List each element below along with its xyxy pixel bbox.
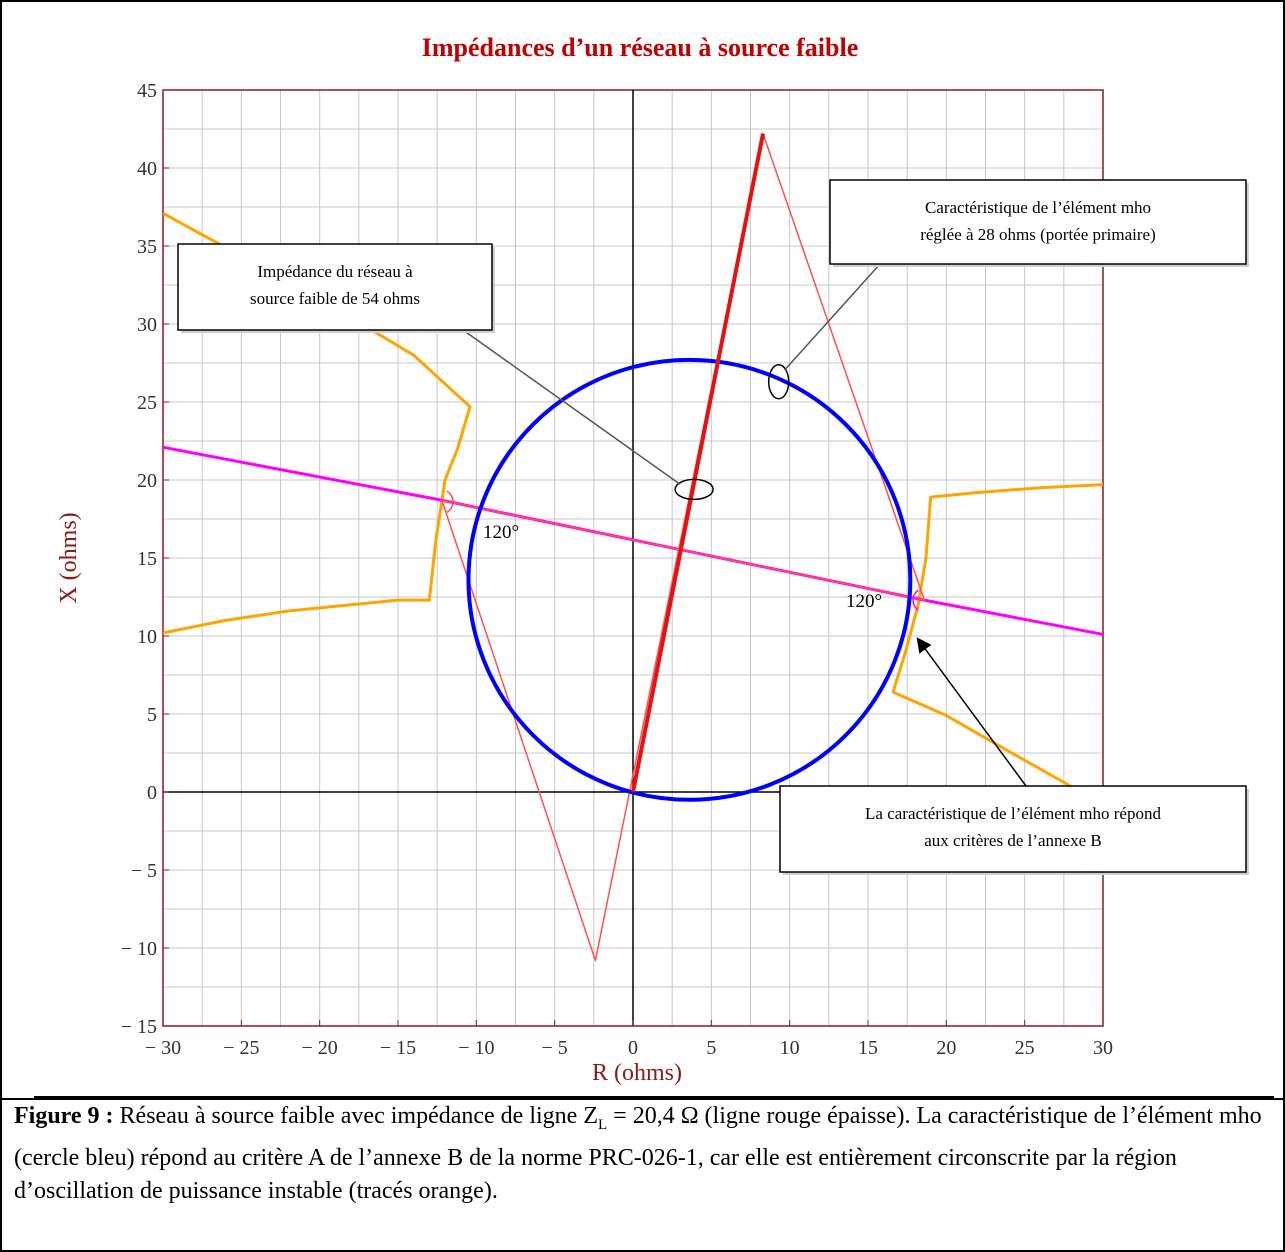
x-tick-label: 30 <box>1093 1037 1113 1059</box>
x-tick-label: − 5 <box>542 1037 568 1059</box>
callout-text: aux critères de l’annexe B <box>924 831 1101 850</box>
callout-leader <box>784 263 881 371</box>
x-tick-label: 15 <box>858 1037 878 1059</box>
x-tick-label: − 15 <box>380 1037 416 1059</box>
chart-title: Impédances d’un réseau à source faible <box>422 33 858 62</box>
y-tick-label: 0 <box>147 782 157 804</box>
y-tick-label: 30 <box>137 314 157 336</box>
y-axis-label: X (ohms) <box>56 512 82 603</box>
impedance-chart: Impédances d’un réseau à source faible −… <box>56 33 1249 1086</box>
chart-bottom-rule <box>34 1096 1274 1098</box>
x-axis-label: R (ohms) <box>592 1060 682 1086</box>
callout-leader <box>462 329 681 485</box>
line-impedance <box>631 133 765 793</box>
callout-text: Caractéristique de l’élément mho <box>925 198 1151 217</box>
callouts: Impédance du réseau à source faible de 54… <box>177 179 1249 875</box>
y-tick-label: 15 <box>137 548 157 570</box>
callout-box <box>829 179 1247 265</box>
callout-box <box>177 243 493 331</box>
y-tick-label: 35 <box>137 236 157 258</box>
x-tick-label: 20 <box>936 1037 956 1059</box>
x-tick-label: − 30 <box>145 1037 181 1059</box>
callout-target-ellipse <box>674 478 714 501</box>
y-tick-label: − 10 <box>121 938 157 960</box>
angle-arc-right <box>912 589 919 611</box>
caption-separator <box>0 1098 1285 1100</box>
x-tick-label: 25 <box>1015 1037 1035 1059</box>
annotation-marks: 120° 120° <box>446 490 919 612</box>
y-tick-label: 25 <box>137 392 157 414</box>
x-tick-label: − 10 <box>458 1037 494 1059</box>
angle-arc-left <box>446 490 454 513</box>
y-tick-label: 45 <box>137 80 157 102</box>
callout-target-ellipse <box>767 363 790 400</box>
caption-subscript: L <box>597 1116 608 1133</box>
angle-label-left: 120° <box>483 522 519 543</box>
callout-arrow <box>916 637 1027 787</box>
caption-text-2: = 20,4 Ω (ligne rouge épaisse). La carac… <box>14 1103 1262 1204</box>
caption-text: Réseau à source faible avec impédance de… <box>113 1103 598 1129</box>
callout-text: Impédance du réseau à <box>257 262 413 281</box>
y-tick-label: 20 <box>137 470 157 492</box>
callout-text: source faible de 54 ohms <box>250 289 420 308</box>
angle-label-right: 120° <box>846 591 882 612</box>
y-tick-label: 40 <box>137 158 157 180</box>
y-tick-label: − 15 <box>121 1016 157 1038</box>
x-tick-label: 0 <box>628 1037 638 1059</box>
x-tick-label: 5 <box>706 1037 716 1059</box>
x-tick-label: − 25 <box>223 1037 259 1059</box>
callout-text: La caractéristique de l’élément mho répo… <box>865 804 1161 823</box>
x-tick-label: − 20 <box>302 1037 338 1059</box>
x-tick-label: 10 <box>780 1037 800 1059</box>
callout-text: réglée à 28 ohms (portée primaire) <box>920 225 1156 244</box>
y-tick-label: 10 <box>137 626 157 648</box>
mho-circle <box>466 357 913 802</box>
callout-box <box>779 785 1247 873</box>
figure-caption: Figure 9 : Réseau à source faible avec i… <box>14 1100 1269 1208</box>
tick-labels: − 30 − 25 − 20 − 15 − 10 − 5 0 5 10 15 20 25 30 − 15 −… <box>121 80 1113 1059</box>
y-tick-label: 5 <box>147 704 157 726</box>
caption-label: Figure 9 : <box>14 1103 114 1129</box>
unstable-right <box>891 483 1103 794</box>
y-tick-label: − 5 <box>131 860 157 882</box>
